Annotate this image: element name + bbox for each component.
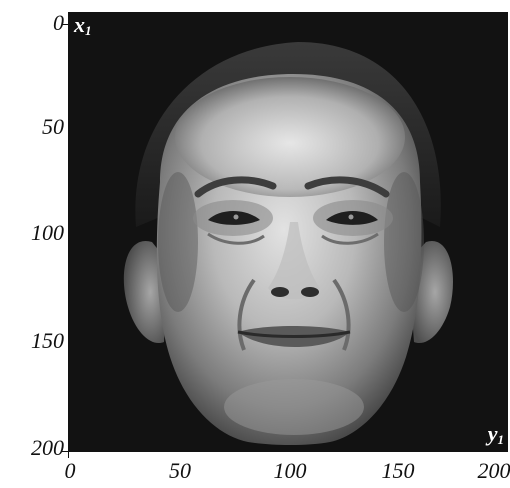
y-tick-label-200: 200	[31, 435, 64, 460]
y-tick-label-50: 50	[42, 114, 64, 139]
x-tick-mark-0	[68, 452, 69, 458]
x-tick-label-100: 100	[273, 458, 307, 483]
axis-label-x1: x1	[74, 12, 92, 38]
x-tick-label-200: 200	[477, 458, 510, 483]
y-tick-label-100: 100	[31, 220, 64, 245]
right-eyebrow	[304, 176, 390, 198]
y-tick-label-0: 0	[53, 10, 64, 35]
nose	[268, 222, 320, 300]
x-tick-label-150: 150	[381, 458, 415, 483]
y-tick-mark-0	[62, 24, 68, 25]
axis-label-y1: y1	[487, 421, 504, 447]
x-tick-label-50: 50	[169, 458, 191, 483]
left-eyebrow	[194, 176, 277, 198]
y-tick-mark-200	[62, 451, 68, 452]
y-tick-label-150: 150	[31, 328, 64, 353]
face-photo-panel: x1 y1	[68, 12, 508, 452]
left-ear	[123, 240, 168, 344]
x-tick-label-0: 0	[64, 458, 76, 483]
face-photo	[123, 42, 453, 445]
forehead-highlight	[175, 77, 405, 197]
